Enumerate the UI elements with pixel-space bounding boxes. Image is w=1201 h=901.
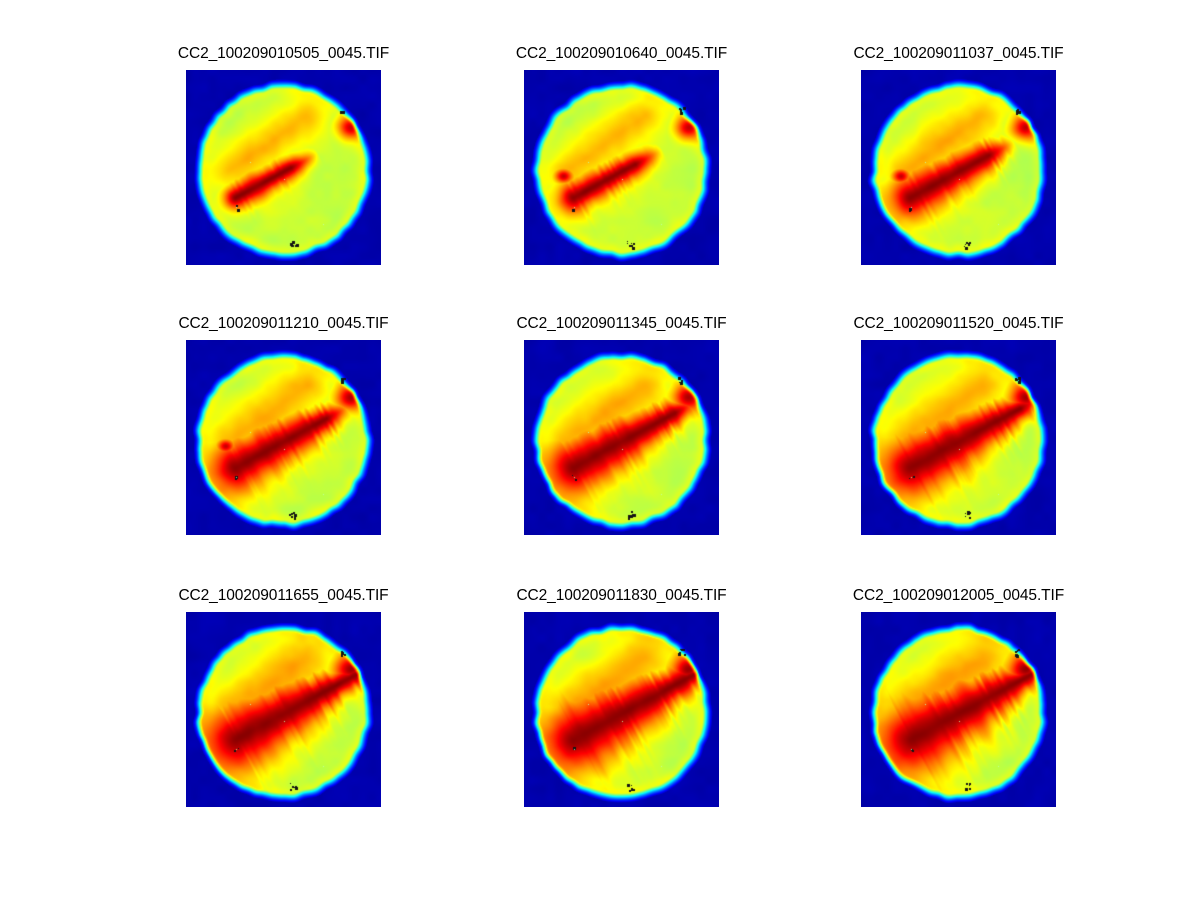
subplot-title-2: CC2_100209010640_0045.TIF bbox=[515, 45, 728, 62]
thermal-image-8 bbox=[524, 612, 719, 807]
subplot-title-6: CC2_100209011520_0045.TIF bbox=[853, 315, 1064, 332]
thermal-image-3 bbox=[861, 70, 1056, 265]
thermal-image-4 bbox=[186, 340, 381, 535]
subplot-panel-5: CC2_100209011345_0045.TIF bbox=[516, 315, 727, 535]
subplot-panel-3: CC2_100209011037_0045.TIF bbox=[853, 45, 1064, 265]
subplot-title-3: CC2_100209011037_0045.TIF bbox=[853, 45, 1064, 62]
thermal-image-2 bbox=[524, 70, 719, 265]
thermal-image-6 bbox=[861, 340, 1056, 535]
subplot-panel-1: CC2_100209010505_0045.TIF bbox=[178, 45, 389, 265]
subplot-panel-6: CC2_100209011520_0045.TIF bbox=[853, 315, 1064, 535]
subplot-title-4: CC2_100209011210_0045.TIF bbox=[178, 315, 389, 332]
subplot-panel-7: CC2_100209011655_0045.TIF bbox=[178, 587, 389, 807]
thermal-image-7 bbox=[186, 612, 381, 807]
subplot-panel-8: CC2_100209011830_0045.TIF bbox=[516, 587, 727, 807]
subplot-title-1: CC2_100209010505_0045.TIF bbox=[177, 45, 390, 62]
subplot-title-8: CC2_100209011830_0045.TIF bbox=[516, 587, 727, 604]
thermal-image-5 bbox=[524, 340, 719, 535]
subplot-title-5: CC2_100209011345_0045.TIF bbox=[516, 315, 727, 332]
subplot-title-7: CC2_100209011655_0045.TIF bbox=[178, 587, 389, 604]
subplot-panel-4: CC2_100209011210_0045.TIF bbox=[178, 315, 389, 535]
subplot-panel-2: CC2_100209010640_0045.TIF bbox=[516, 45, 727, 265]
subplot-panel-9: CC2_100209012005_0045.TIF bbox=[853, 587, 1064, 807]
thermal-image-9 bbox=[861, 612, 1056, 807]
thermal-image-1 bbox=[186, 70, 381, 265]
subplot-title-9: CC2_100209012005_0045.TIF bbox=[852, 587, 1065, 604]
